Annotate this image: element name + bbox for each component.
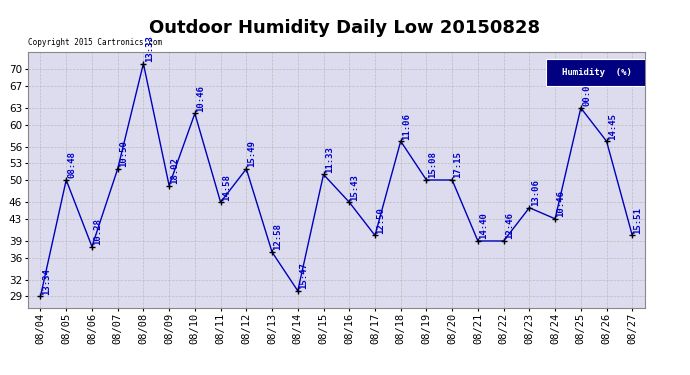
Text: 11:06: 11:06 bbox=[402, 112, 411, 140]
Text: Outdoor Humidity Daily Low 20150828: Outdoor Humidity Daily Low 20150828 bbox=[150, 19, 540, 37]
Text: 14:45: 14:45 bbox=[608, 112, 617, 140]
Text: 17:15: 17:15 bbox=[453, 152, 462, 178]
Text: 15:08: 15:08 bbox=[428, 152, 437, 178]
Text: 10:28: 10:28 bbox=[93, 218, 102, 245]
Text: 12:50: 12:50 bbox=[376, 207, 385, 234]
Text: 10:46: 10:46 bbox=[556, 190, 565, 217]
Text: 18:02: 18:02 bbox=[170, 157, 179, 184]
Text: 15:47: 15:47 bbox=[299, 262, 308, 289]
Text: 14:58: 14:58 bbox=[222, 174, 231, 201]
Text: 12:58: 12:58 bbox=[273, 224, 282, 251]
Text: 15:51: 15:51 bbox=[633, 207, 642, 234]
Text: 10:50: 10:50 bbox=[119, 140, 128, 167]
Text: 15:49: 15:49 bbox=[248, 140, 257, 167]
Text: 10:46: 10:46 bbox=[196, 85, 205, 112]
Text: 08:48: 08:48 bbox=[68, 152, 77, 178]
Text: Humidity  (%): Humidity (%) bbox=[562, 68, 632, 77]
FancyBboxPatch shape bbox=[546, 59, 648, 86]
Text: 13:34: 13:34 bbox=[42, 268, 51, 295]
Text: 15:43: 15:43 bbox=[351, 174, 359, 201]
Text: 14:40: 14:40 bbox=[479, 213, 489, 239]
Text: Copyright 2015 Cartronics.com: Copyright 2015 Cartronics.com bbox=[28, 38, 161, 47]
Text: 11:33: 11:33 bbox=[325, 146, 334, 173]
Text: 13:06: 13:06 bbox=[531, 179, 540, 206]
Text: 13:33: 13:33 bbox=[145, 35, 154, 62]
Text: 00:00: 00:00 bbox=[582, 80, 591, 106]
Text: 12:46: 12:46 bbox=[505, 213, 514, 239]
